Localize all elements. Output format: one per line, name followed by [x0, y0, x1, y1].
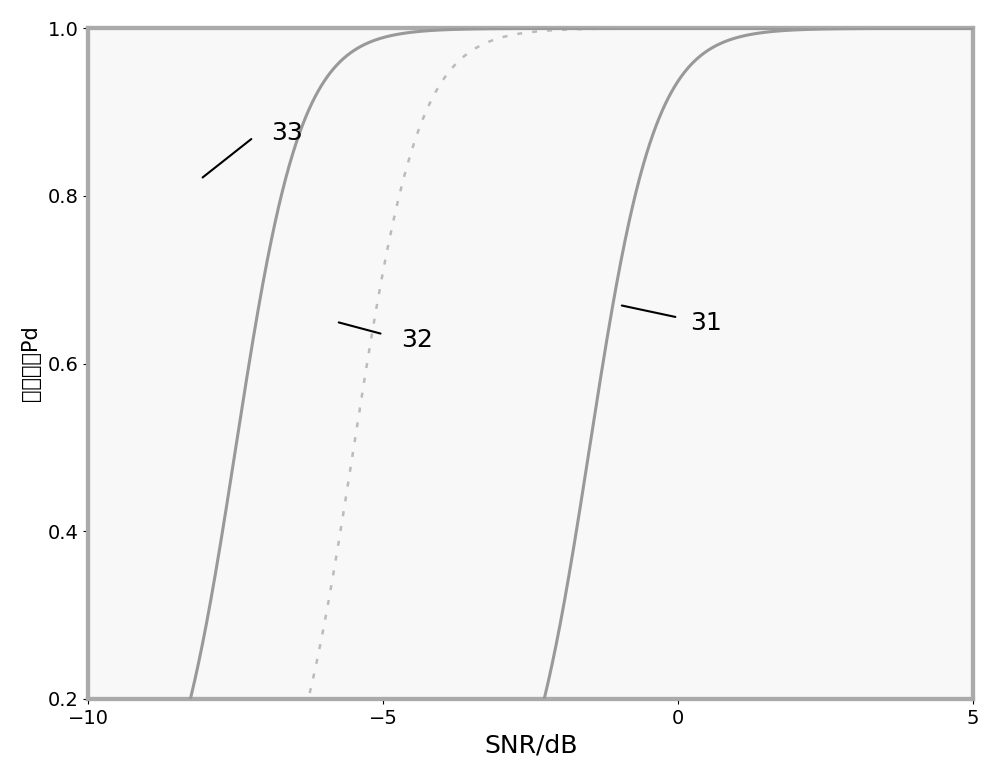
X-axis label: SNR/dB: SNR/dB: [484, 733, 577, 757]
Text: 31: 31: [690, 311, 722, 335]
Text: 32: 32: [401, 328, 433, 352]
Y-axis label: 检测概率Pd: 检测概率Pd: [21, 326, 41, 401]
Text: 33: 33: [271, 121, 303, 145]
